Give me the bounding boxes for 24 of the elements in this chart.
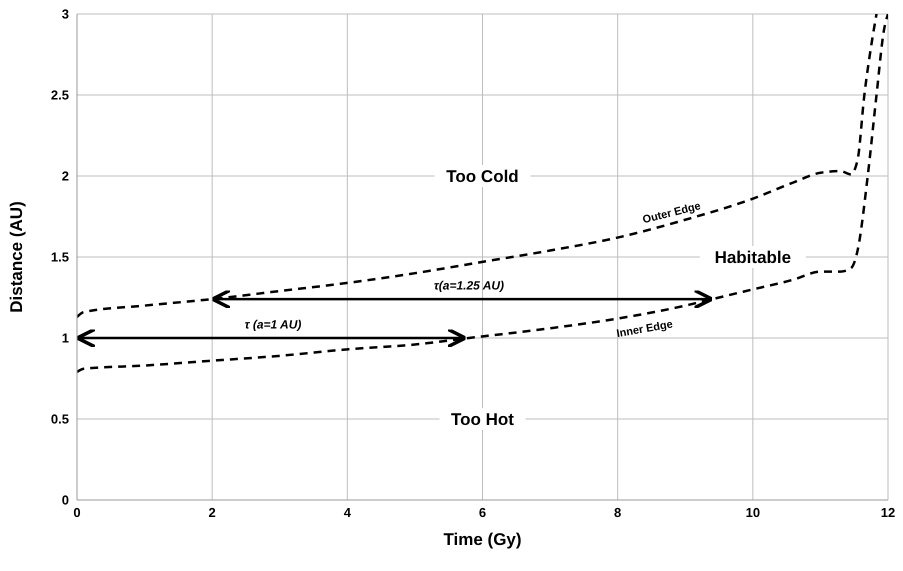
y-tick-label: 2.5 [50,88,69,103]
annotation: Too Cold [446,166,519,186]
y-axis-title: Distance (AU) [7,201,26,313]
y-tick-label: 3 [62,6,69,22]
x-tick-label: 10 [746,505,760,520]
line-series [77,14,878,318]
y-tick-label: 1 [62,330,69,346]
text: Outer Edge [641,200,702,226]
x-tick-label: 6 [478,505,486,520]
x-tick-label: 0 [73,505,81,520]
y-tick-label: 2 [62,168,69,184]
annotation: Habitable [714,248,792,267]
annotation: τ(a=1.25 AU) [434,278,504,292]
y-tick-label: 1.5 [50,250,69,265]
x-tick-label: 8 [614,505,622,520]
x-tick-label: 2 [208,505,216,520]
y-tick-label: 0 [62,492,69,508]
annotation: Too Hot [451,410,514,429]
x-tick-label: 12 [880,505,896,520]
text: Inner Edge [616,318,674,340]
x-tick-label: 4 [344,505,352,520]
y-tick-label: 0.5 [50,412,69,427]
x-axis-title: Time (Gy) [443,530,522,549]
annotation: τ (a=1 AU) [244,317,302,332]
